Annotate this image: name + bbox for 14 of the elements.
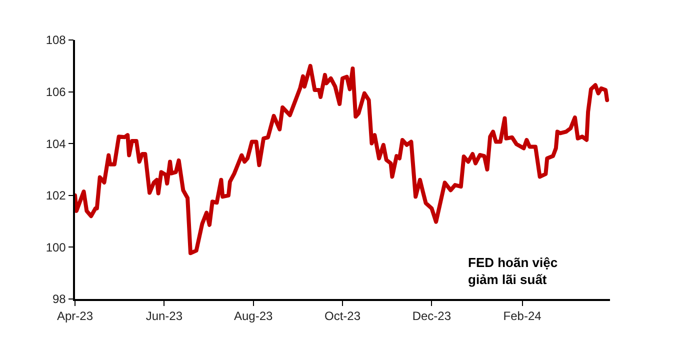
y-tick-label: 106 [46, 85, 66, 99]
line-series [75, 64, 610, 256]
x-tick-label: Feb-24 [503, 309, 542, 324]
x-tick-label: Oct-23 [324, 309, 361, 324]
y-tick-label: 98 [52, 292, 66, 306]
annotation: FED hoãn việc giảm lãi suất [468, 255, 558, 287]
x-tick-label: Dec-23 [412, 309, 452, 324]
y-tick-label: 102 [46, 188, 66, 203]
y-tick-label: 104 [46, 136, 66, 151]
y-tick-label: 108 [46, 33, 66, 48]
x-tick-label: Aug-23 [234, 309, 273, 324]
x-tick-label: Apr-23 [56, 309, 94, 324]
x-tick-label: Jun-23 [146, 309, 183, 324]
y-tick-label: 100 [46, 240, 66, 254]
